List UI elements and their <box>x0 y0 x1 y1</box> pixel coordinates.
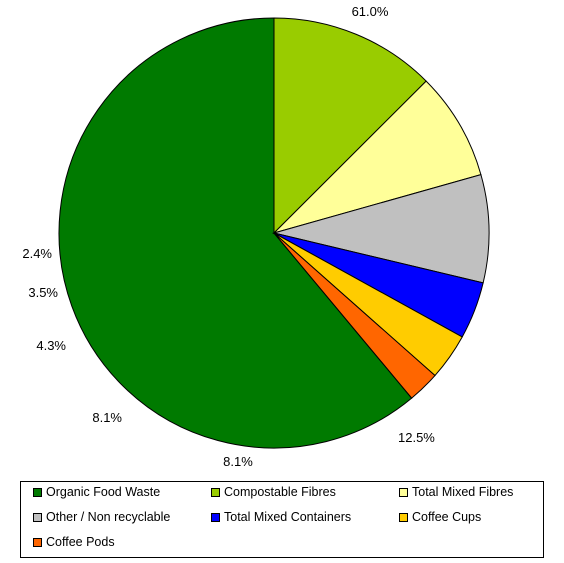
pie-data-label: 3.5% <box>28 285 58 300</box>
pie-data-label: 4.3% <box>36 338 66 353</box>
legend-swatch <box>33 487 42 497</box>
legend-label: Total Mixed Containers <box>224 510 352 524</box>
pie-slice <box>272 173 490 284</box>
chart-legend: Organic Food Waste Compostable Fibres Tota… <box>20 481 544 558</box>
legend-item: Coffee Pods <box>33 535 115 549</box>
pie-slice <box>58 17 413 449</box>
legend-item: Compostable Fibres <box>211 485 336 499</box>
legend-item: Other / Non recyclable <box>33 510 170 524</box>
legend-swatch <box>33 512 42 522</box>
pie-data-labels: 61.0% 12.5% 8.1% 8.1% 4.3% 3.5% 2.4% <box>22 4 435 469</box>
pie-data-label: 12.5% <box>398 430 435 445</box>
legend-item: Total Mixed Containers <box>211 510 351 524</box>
legend-swatch <box>399 512 408 522</box>
pie-data-label: 61.0% <box>352 4 389 19</box>
pie-chart: 61.0% 12.5% 8.1% 8.1% 4.3% 3.5% 2.4% <box>22 4 490 469</box>
legend-swatch <box>399 487 408 497</box>
legend-swatch <box>211 512 220 522</box>
legend-label: Organic Food Waste <box>46 485 161 499</box>
legend-item: Total Mixed Fibres <box>399 485 513 499</box>
pie-slice <box>273 232 436 399</box>
legend-label: Total Mixed Fibres <box>412 485 514 499</box>
pie-data-label: 8.1% <box>223 454 253 469</box>
legend-swatch <box>33 537 42 547</box>
pie-slices <box>58 17 490 449</box>
pie-slice <box>273 17 427 235</box>
legend-label: Coffee Pods <box>46 535 115 549</box>
pie-slice <box>272 80 482 235</box>
legend-item: Coffee Cups <box>399 510 481 524</box>
legend-swatch <box>211 487 220 497</box>
legend-label: Coffee Cups <box>412 510 482 524</box>
pie-data-label: 2.4% <box>22 246 52 261</box>
pie-data-label: 8.1% <box>92 410 122 425</box>
legend-label: Compostable Fibres <box>224 485 336 499</box>
legend-label: Other / Non recyclable <box>46 510 171 524</box>
legend-item: Organic Food Waste <box>33 485 160 499</box>
